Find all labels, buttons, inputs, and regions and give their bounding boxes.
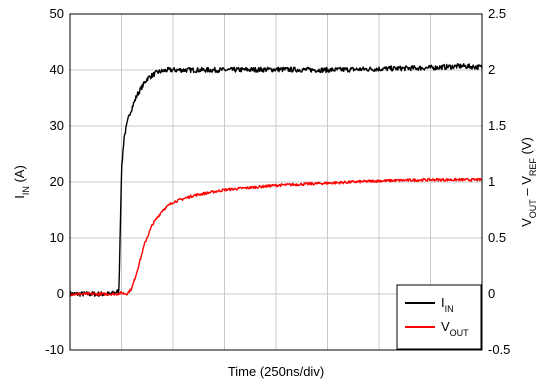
legend-vout-sub: OUT <box>450 328 470 338</box>
y-right-tick-label: 0 <box>488 286 495 301</box>
y-left-tick-label: 0 <box>57 286 64 301</box>
y-left-tick-label: -10 <box>45 342 64 357</box>
y-left-axis-title: IIN (A) <box>12 165 31 199</box>
y-left-title-main: I <box>12 195 27 199</box>
legend-vout-main: V <box>441 319 450 334</box>
y-left-title-suffix: (A) <box>12 165 27 186</box>
series-vout-line <box>69 177 483 297</box>
ticks-layer: -10 0 10 20 30 40 50 -0.5 0 0.5 1 1.5 2 2.5 <box>45 6 510 357</box>
y-right-axis-title: VOUT – VREF (V) <box>519 137 538 227</box>
y-left-tick-label: 50 <box>50 6 64 21</box>
y-right-tick-label: -0.5 <box>488 342 510 357</box>
x-axis-title: Time (250ns/div) <box>228 364 324 379</box>
y-right-tick-label: 2.5 <box>488 6 506 21</box>
legend-box <box>396 284 482 350</box>
y-left-title-sub: IN <box>21 186 31 195</box>
legend-label-vout: VOUT <box>441 319 469 338</box>
y-left-tick-label: 40 <box>50 62 64 77</box>
y-right-title-sub2: REF <box>528 158 538 177</box>
legend-iin-main: I <box>441 295 445 310</box>
series-iin-line <box>69 63 483 297</box>
y-right-tick-label: 1.5 <box>488 118 506 133</box>
y-right-title-sub1: OUT <box>528 199 538 219</box>
legend: IIN VOUT <box>396 284 482 350</box>
series-layer <box>69 63 483 297</box>
y-left-tick-label: 10 <box>50 230 64 245</box>
y-left-tick-label: 20 <box>50 174 64 189</box>
legend-iin-sub: IN <box>445 304 454 314</box>
y-left-tick-label: 30 <box>50 118 64 133</box>
legend-label-iin: IIN <box>441 295 454 314</box>
y-right-title-suffix: (V) <box>519 137 534 158</box>
y-right-tick-label: 0.5 <box>488 230 506 245</box>
y-right-tick-label: 2 <box>488 62 495 77</box>
y-right-title-mid: – V <box>519 176 534 199</box>
y-right-title-main1: V <box>519 218 534 227</box>
y-right-tick-label: 1 <box>488 174 495 189</box>
plot-frame <box>69 13 483 351</box>
